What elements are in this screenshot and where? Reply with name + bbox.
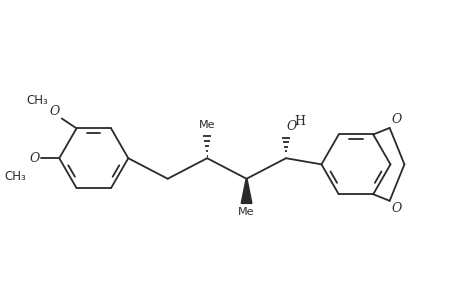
Text: O: O [29,152,39,165]
Polygon shape [241,179,252,203]
Text: O: O [391,113,401,126]
Text: O: O [286,120,297,133]
Text: Me: Me [198,120,215,130]
Text: H: H [294,115,304,128]
Text: O: O [391,202,401,215]
Text: Me: Me [238,207,254,217]
Text: CH₃: CH₃ [5,170,26,183]
Text: O: O [50,105,60,118]
Text: CH₃: CH₃ [27,94,49,107]
